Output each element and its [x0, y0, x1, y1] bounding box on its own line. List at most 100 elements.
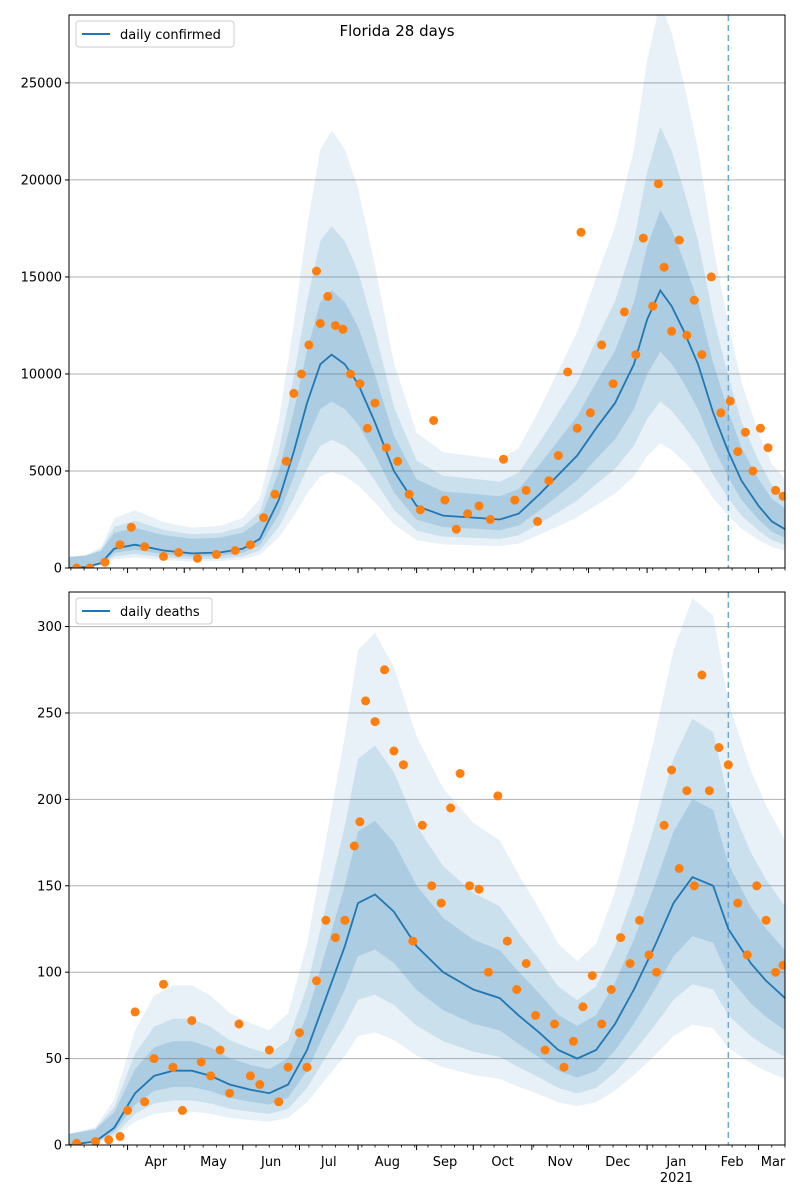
deaths-data-point: [587, 971, 597, 981]
deaths-y-tick-label: 50: [45, 1052, 62, 1067]
deaths-band-2: [69, 718, 785, 1145]
deaths-data-point: [652, 967, 661, 977]
deaths-data-point: [644, 950, 654, 960]
confirmed-legend-label: daily confirmed: [120, 28, 221, 43]
deaths-data-point: [187, 1016, 197, 1026]
confirmed-legend-box: [75, 20, 235, 48]
deaths-data-point: [355, 817, 365, 827]
confirmed-data-point: [289, 388, 299, 398]
deaths-data-point: [72, 1138, 82, 1145]
confirmed-data-point: [281, 456, 291, 466]
deaths-data-point: [283, 1062, 293, 1072]
deaths-data-point: [578, 1002, 588, 1012]
confirmed-data-point: [440, 495, 450, 505]
deaths-data-point: [616, 933, 626, 943]
deaths-band-3: [69, 799, 785, 1145]
confirmed-data-point: [733, 447, 743, 457]
confirmed-data-point: [355, 379, 365, 389]
confirmed-trend-line: [69, 288, 785, 568]
confirmed-data-point: [648, 301, 658, 311]
confirmed-data-point: [682, 330, 692, 340]
confirmed-data-point: [608, 379, 618, 389]
confirmed-data-point: [270, 489, 280, 499]
deaths-data-point: [531, 1010, 541, 1020]
confirmed-data-point: [474, 501, 484, 511]
deaths-data-point: [215, 1045, 225, 1055]
confirmed-data-point: [230, 546, 240, 555]
confirmed-uncertainty-bands: [69, 15, 785, 568]
deaths-x-tick-label: Apr: [145, 1155, 168, 1170]
confirmed-data-point: [315, 319, 325, 328]
confirmed-data-point: [771, 485, 781, 495]
deaths-data-point: [704, 786, 714, 796]
confirmed-data-point: [429, 416, 439, 425]
confirmed-data-point: [115, 540, 125, 550]
deaths-data-point: [771, 967, 781, 977]
deaths-legend-label: daily deaths: [120, 605, 200, 620]
confirmed-data-point: [363, 423, 372, 433]
deaths-data-point: [264, 1045, 274, 1055]
confirmed-y-tick-label: 0: [54, 562, 62, 577]
confirmed-data-point: [159, 551, 168, 561]
deaths-data-point: [398, 760, 408, 770]
confirmed-data-point: [553, 451, 563, 460]
deaths-data-point: [714, 743, 724, 752]
confirmed-data-point: [706, 272, 716, 282]
deaths-data-point: [168, 1062, 178, 1072]
confirmed-data-point: [533, 516, 542, 526]
deaths-data-point: [340, 915, 350, 925]
deaths-data-point: [245, 1071, 255, 1081]
deaths-data-point: [330, 933, 340, 943]
deaths-data-point: [312, 976, 321, 986]
deaths-y-tick-label: 250: [37, 706, 62, 721]
confirmed-data-point: [245, 540, 255, 550]
confirmed-data-point: [585, 408, 595, 418]
confirmed-data-point: [85, 563, 95, 568]
deaths-data-point: [349, 841, 359, 851]
confirmed-data-point: [485, 515, 495, 524]
deaths-data-point: [140, 1097, 150, 1107]
confirmed-data-point: [140, 542, 150, 552]
confirmed-data-point: [338, 324, 348, 334]
deaths-data-point: [550, 1019, 559, 1029]
deaths-data-point: [625, 959, 635, 968]
deaths-data-point: [512, 985, 522, 994]
confirmed-x-axis: [70, 568, 786, 573]
deaths-data-points: [72, 665, 785, 1145]
confirmed-line-path: [69, 288, 785, 568]
deaths-data-point: [606, 985, 616, 994]
deaths-x-tick-label: Jun: [260, 1155, 281, 1170]
deaths-x-tick-label: Oct: [491, 1155, 513, 1170]
confirmed-data-point: [653, 179, 663, 189]
deaths-data-point: [234, 1019, 244, 1029]
deaths-data-point: [689, 881, 699, 891]
deaths-data-point: [159, 979, 168, 989]
confirmed-data-point: [755, 423, 765, 433]
confirmed-y-tick-label: 10000: [21, 367, 62, 382]
confirmed-data-points: [72, 179, 785, 568]
confirmed-data-point: [697, 350, 707, 360]
deaths-data-point: [123, 1105, 133, 1115]
confirmed-data-point: [510, 495, 520, 505]
deaths-data-point: [130, 1007, 140, 1017]
confirmed-band-2: [69, 126, 785, 568]
deaths-data-point: [90, 1137, 100, 1145]
deaths-data-point: [667, 765, 677, 775]
deaths-data-point: [540, 1045, 550, 1055]
confirmed-data-point: [619, 307, 629, 317]
deaths-data-point: [295, 1028, 304, 1038]
deaths-data-point: [635, 915, 644, 925]
deaths-data-point: [446, 803, 456, 813]
confirmed-data-point: [174, 548, 184, 557]
deaths-data-point: [733, 898, 743, 908]
confirmed-data-point: [576, 227, 586, 237]
deaths-data-point: [674, 864, 684, 873]
deaths-data-point: [104, 1135, 114, 1145]
deaths-data-point: [761, 915, 771, 925]
deaths-x-tick-label: Aug: [375, 1155, 400, 1170]
confirmed-data-point: [716, 408, 726, 418]
deaths-x-year-label: 2021: [660, 1171, 693, 1186]
deaths-x-tick-label: Nov: [547, 1155, 573, 1170]
deaths-data-point: [493, 791, 503, 801]
deaths-x-tick-label: Feb: [721, 1155, 744, 1170]
